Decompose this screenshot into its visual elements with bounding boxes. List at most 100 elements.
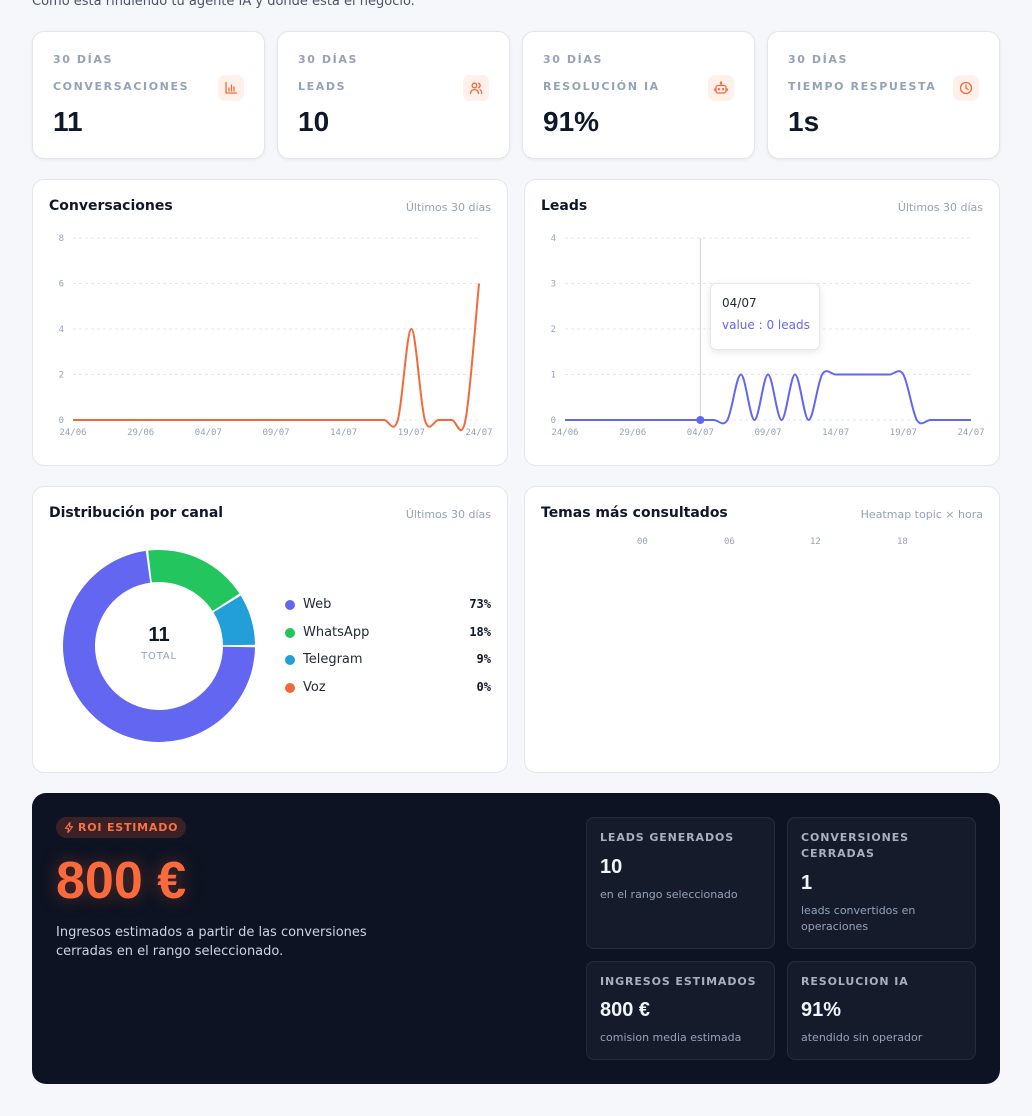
kpi-label: LEADS <box>298 80 347 93</box>
x-tick-label: 14/07 <box>822 428 849 438</box>
donut-slice-telegram <box>213 595 255 646</box>
legend-percent: 9% <box>476 652 491 666</box>
page-subtitle: Cómo está rindiendo tu agente IA y dónde… <box>32 0 415 9</box>
y-tick-label: 1 <box>551 371 556 381</box>
series-line <box>73 283 480 431</box>
card-title: Leads <box>541 198 588 214</box>
x-tick-label: 24/06 <box>59 428 86 438</box>
clock-icon <box>953 75 979 101</box>
stat-card-leads-generated: LEADS GENERADOS 10 en el rango seleccion… <box>586 817 775 949</box>
card-title: Conversaciones <box>49 198 173 214</box>
card-subtitle: Últimos 30 días <box>405 508 491 521</box>
card-title: Distribución por canal <box>49 505 224 521</box>
stat-description: atendido sin operador <box>801 1031 923 1044</box>
legend-item-whatsapp: WhatsApp 18% <box>285 623 491 643</box>
kpi-label: RESOLUCIÓN IA <box>543 80 660 93</box>
kpi-period: 30 DÍAS <box>788 53 848 66</box>
kpi-card-response-time: 30 DÍAS TIEMPO RESPUESTA 1s <box>767 31 1000 159</box>
series-line <box>565 370 971 425</box>
x-tick-label: 09/07 <box>262 428 289 438</box>
stat-label: RESOLUCION IA <box>801 975 909 988</box>
stat-label: INGRESOS ESTIMADOS <box>600 975 757 988</box>
leads-chart-card: Leads Últimos 30 días 0 1 2 3 4 24/06 29/06 04/… <box>524 179 1000 466</box>
x-tick-label: 09/07 <box>754 428 781 438</box>
x-tick-label: 19/07 <box>398 428 425 438</box>
y-tick-label: 6 <box>59 280 64 290</box>
roi-badge: ROI ESTIMADO <box>56 817 187 838</box>
donut-slice-whatsapp <box>148 550 240 612</box>
chart-tooltip: 04/07 value : 0 leads <box>710 283 820 350</box>
roi-badge-label: ROI ESTIMADO <box>78 821 179 834</box>
x-tick-label: 04/07 <box>687 428 714 438</box>
kpi-value: 91% <box>543 106 600 137</box>
stat-card-conversions: CONVERSIONES CERRADAS 1 leads convertido… <box>787 817 976 949</box>
bar-chart-icon <box>218 75 244 101</box>
conversations-chart-card: Conversaciones Últimos 30 días 0 2 4 6 8 24/0… <box>32 179 508 466</box>
legend-name: Web <box>303 597 332 612</box>
legend-item-voz: Voz 0% <box>285 678 491 698</box>
card-subtitle: Heatmap topic × hora <box>860 508 983 521</box>
kpi-label: TIEMPO RESPUESTA <box>788 80 937 93</box>
tooltip-value: value : 0 leads <box>722 318 810 332</box>
stat-description: leads convertidos en operaciones <box>801 904 916 933</box>
card-subtitle: Últimos 30 días <box>405 201 491 214</box>
donut-total-label: TOTAL <box>141 651 177 662</box>
y-tick-label: 2 <box>551 325 556 335</box>
kpi-period: 30 DÍAS <box>543 53 603 66</box>
legend-percent: 73% <box>469 597 491 611</box>
tooltip-date: 04/07 <box>722 296 757 310</box>
y-tick-label: 3 <box>551 280 556 290</box>
kpi-period: 30 DÍAS <box>298 53 358 66</box>
kpi-label: CONVERSACIONES <box>53 80 190 93</box>
stat-card-estimated-revenue: INGRESOS ESTIMADOS 800 € comision media … <box>586 961 775 1060</box>
stat-label: LEADS GENERADOS <box>600 831 735 844</box>
heatmap-hour-label: 00 <box>637 537 648 547</box>
kpi-value: 10 <box>298 106 330 137</box>
roi-panel: ROI ESTIMADO 800 € Ingresos estimados a … <box>32 793 1000 1084</box>
legend-percent: 18% <box>469 625 491 639</box>
legend-name: Voz <box>303 680 326 695</box>
x-tick-label: 04/07 <box>195 428 222 438</box>
legend-name: WhatsApp <box>303 625 370 640</box>
channel-donut-chart <box>63 550 255 742</box>
channel-distribution-card: Distribución por canal Últimos 30 días 1… <box>32 486 508 773</box>
kpi-value: 11 <box>53 106 83 137</box>
x-tick-label: 14/07 <box>330 428 357 438</box>
legend-item-telegram: Telegram 9% <box>285 650 491 670</box>
x-tick-label: 19/07 <box>890 428 917 438</box>
donut-slice-web <box>63 550 255 742</box>
y-tick-label: 4 <box>59 325 64 335</box>
stat-value: 1 <box>801 872 813 894</box>
kpi-period: 30 DÍAS <box>53 53 113 66</box>
stat-value: 91% <box>801 999 842 1021</box>
stat-value: 800 € <box>600 999 651 1021</box>
y-tick-label: 2 <box>59 371 64 381</box>
card-title: Temas más consultados <box>541 505 728 521</box>
heatmap-hour-label: 12 <box>810 537 821 547</box>
y-tick-label: 0 <box>551 416 556 426</box>
x-tick-label: 29/06 <box>619 428 646 438</box>
y-tick-label: 8 <box>59 234 64 244</box>
y-tick-label: 4 <box>551 234 556 244</box>
roi-description: Ingresos estimados a partir de las conve… <box>56 925 367 959</box>
roi-value: 800 € <box>56 852 187 910</box>
legend-dot <box>285 600 295 610</box>
legend-name: Telegram <box>303 652 363 667</box>
topics-heatmap-card: Temas más consultados Heatmap topic × ho… <box>524 486 1000 773</box>
x-tick-label: 24/06 <box>551 428 578 438</box>
bolt-icon <box>64 822 74 833</box>
heatmap-hour-label: 06 <box>724 537 735 547</box>
legend-dot <box>285 655 295 665</box>
y-tick-label: 0 <box>59 416 64 426</box>
donut-center: 11 TOTAL <box>61 624 257 662</box>
legend-item-web: Web 73% <box>285 595 491 615</box>
legend-percent: 0% <box>476 680 491 694</box>
legend-dot <box>285 683 295 693</box>
card-subtitle: Últimos 30 días <box>897 201 983 214</box>
kpi-value: 1s <box>788 106 820 137</box>
stat-card-ai-resolution: RESOLUCION IA 91% atendido sin operador <box>787 961 976 1060</box>
stat-description: en el rango seleccionado <box>600 888 738 901</box>
x-tick-label: 24/07 <box>957 428 984 438</box>
leads-line-chart[interactable]: 0 1 2 3 4 24/06 29/06 04/07 09/07 14/07 19/07 24/07 <box>525 180 1001 467</box>
donut-total-value: 11 <box>148 624 170 646</box>
